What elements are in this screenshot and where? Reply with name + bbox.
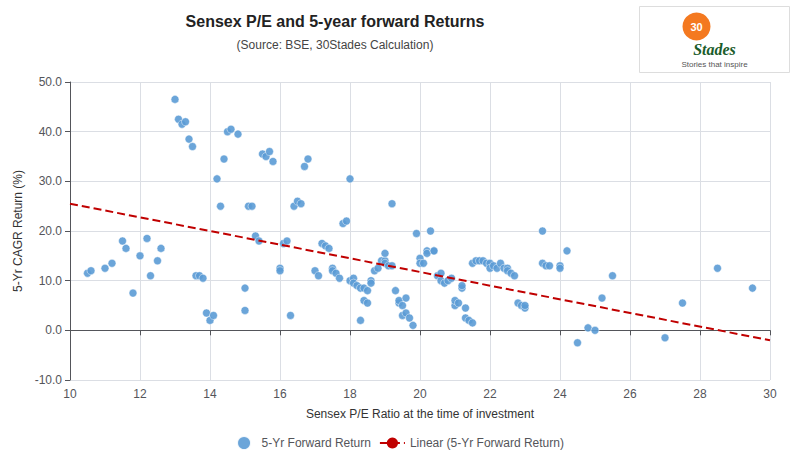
svg-text:20: 20 [413, 387, 427, 401]
svg-text:30: 30 [763, 387, 777, 401]
svg-text:5-Yr Forward Return: 5-Yr Forward Return [262, 436, 371, 450]
svg-text:28: 28 [693, 387, 707, 401]
svg-text:24: 24 [553, 387, 567, 401]
svg-text:12: 12 [133, 387, 147, 401]
svg-text:50.0: 50.0 [39, 75, 63, 89]
svg-text:Stories that inspire: Stories that inspire [681, 60, 748, 69]
svg-text:30.0: 30.0 [39, 174, 63, 188]
svg-text:10.0: 10.0 [39, 274, 63, 288]
svg-text:Sensex P/E Ratio at the time o: Sensex P/E Ratio at the time of investme… [306, 407, 535, 421]
svg-text:10: 10 [63, 387, 77, 401]
svg-text:Sensex P/E and 5-year forward: Sensex P/E and 5-year forward Returns [186, 13, 485, 30]
svg-text:Stades: Stades [693, 41, 736, 58]
svg-text:14: 14 [203, 387, 217, 401]
svg-text:40.0: 40.0 [39, 125, 63, 139]
svg-text:16: 16 [273, 387, 287, 401]
svg-text:0.0: 0.0 [45, 323, 62, 337]
svg-text:30: 30 [690, 21, 702, 33]
svg-text:(Source: BSE, 30Stades Calcula: (Source: BSE, 30Stades Calculation) [237, 38, 434, 52]
svg-text:Linear (5-Yr Forward Return): Linear (5-Yr Forward Return) [410, 436, 564, 450]
svg-text:22: 22 [483, 387, 497, 401]
svg-text:18: 18 [343, 387, 357, 401]
svg-text:20.0: 20.0 [39, 224, 63, 238]
svg-text:26: 26 [623, 387, 637, 401]
svg-text:5-Yr CAGR Return (%): 5-Yr CAGR Return (%) [11, 170, 25, 292]
svg-text:-10.0: -10.0 [35, 373, 63, 387]
